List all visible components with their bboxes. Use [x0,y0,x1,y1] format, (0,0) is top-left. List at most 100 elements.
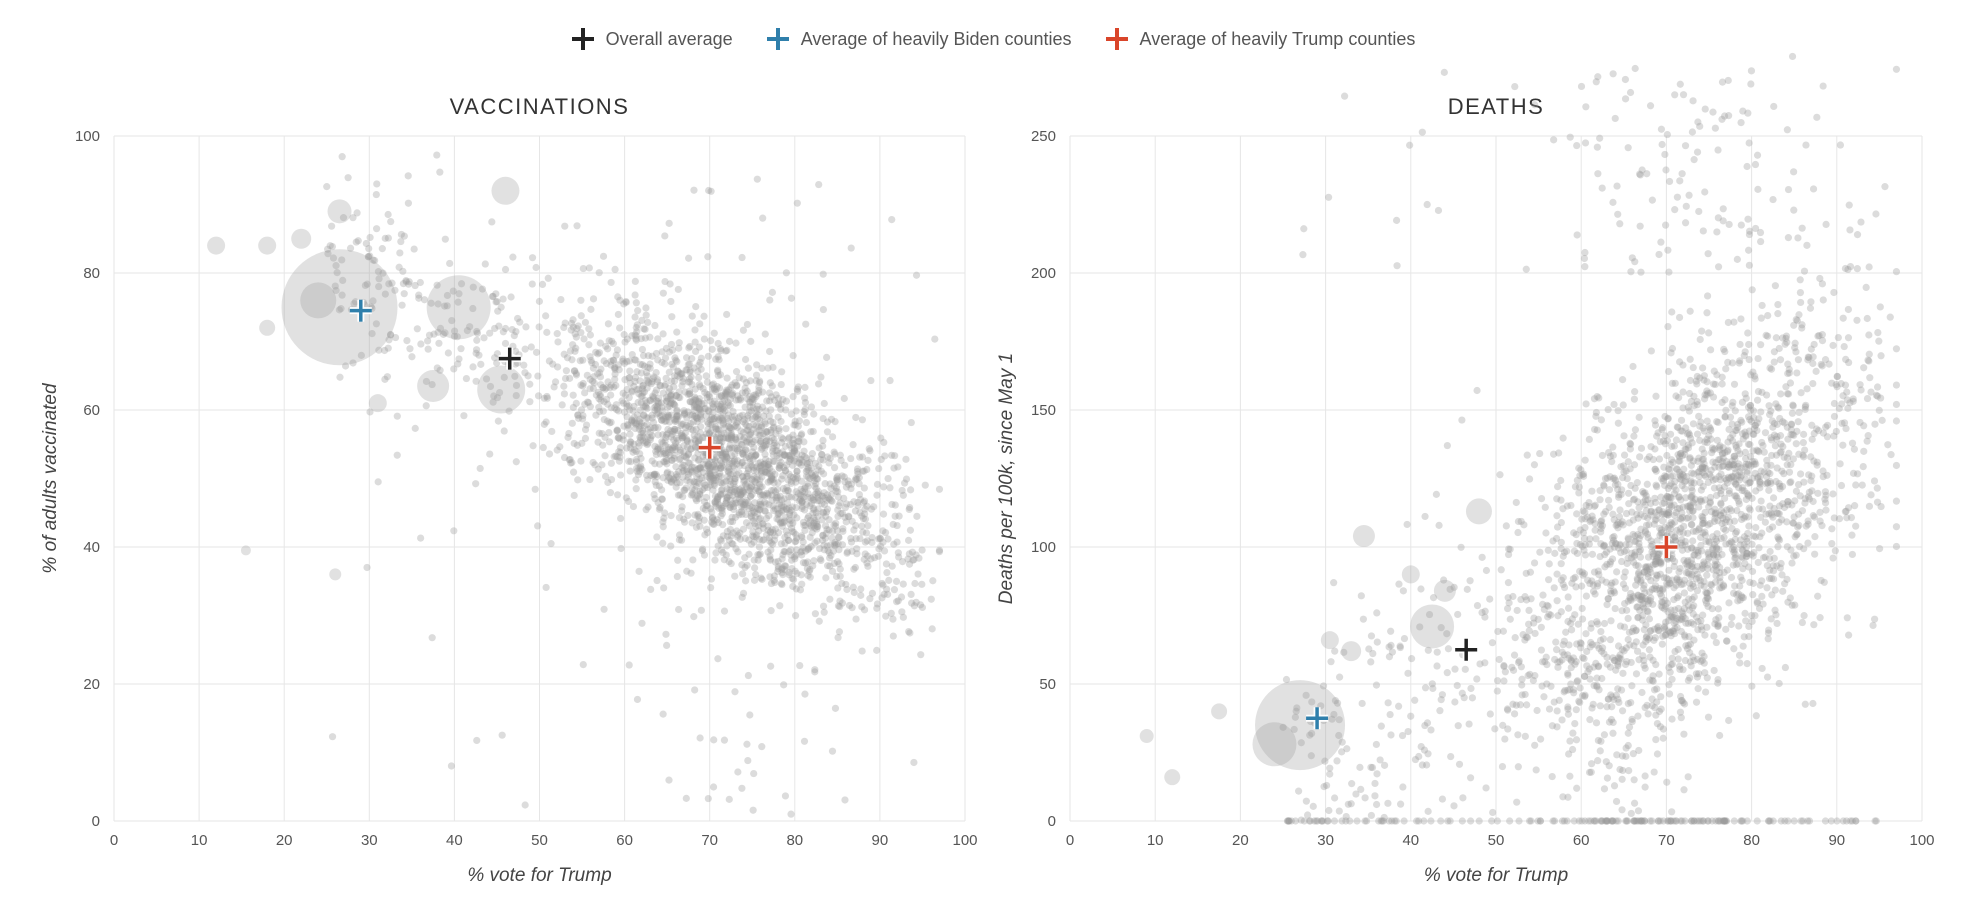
data-point [796,455,804,463]
data-point [820,470,828,478]
data-point [652,349,661,358]
data-point [719,398,727,406]
data-point [1821,495,1829,503]
data-point [417,534,425,542]
data-point [1584,576,1592,584]
data-point [1523,451,1531,459]
data-point [1572,583,1580,591]
data-point [761,459,769,467]
data-point [1553,523,1562,531]
data-point [1465,720,1473,728]
data-point [1482,784,1490,792]
data-point [1468,694,1476,702]
data-point [680,409,688,417]
data-point [706,416,714,424]
data-point [1789,519,1797,527]
data-point [834,584,842,592]
data-point [673,358,681,366]
data-point [739,326,748,334]
data-point [707,475,715,483]
county-bubble [281,249,398,366]
data-point [1687,618,1695,627]
data-point [686,398,694,406]
data-point [736,432,744,441]
data-point [1671,518,1679,526]
data-point [819,414,827,423]
data-point [745,504,753,513]
data-point [787,810,795,818]
data-point [733,470,741,479]
data-point [1632,670,1641,678]
data-point [1735,622,1743,630]
data-point [698,547,706,555]
data-point [1728,460,1736,469]
data-point [882,560,891,568]
data-point [1729,561,1737,569]
data-point [834,512,842,521]
data-point [798,533,806,542]
data-point [771,578,779,587]
data-point [686,368,694,376]
data-point [775,464,783,472]
data-point [610,383,618,391]
data-point [417,340,425,348]
data-point [636,450,644,458]
data-point [786,520,794,528]
county-bubble [258,236,277,255]
data-point [500,427,508,435]
data-point [641,325,649,333]
data-point [1701,528,1709,536]
data-point [1588,704,1596,712]
data-point [722,496,731,504]
data-point [771,505,779,513]
data-point [1819,429,1828,437]
data-point [729,529,737,537]
data-point [743,561,751,569]
data-point [825,549,833,557]
data-point [1671,206,1679,214]
data-point [890,464,898,472]
data-point [1762,331,1770,339]
data-point [762,462,770,471]
data-point [1803,385,1811,393]
data-point [830,464,839,472]
data-point [1388,817,1396,825]
data-point [836,603,844,611]
data-point [722,499,730,508]
data-point [634,398,642,407]
data-point [882,612,890,620]
data-point [425,331,434,339]
data-point [1481,613,1489,621]
data-point [689,426,697,434]
data-point [858,512,866,520]
data-point [1725,220,1733,229]
data-point [1731,480,1740,488]
data-point [772,496,781,504]
data-point [601,472,610,480]
data-point [639,403,648,411]
data-point [1666,629,1674,637]
data-point [790,457,798,465]
data-point [771,470,779,478]
data-point [385,280,393,288]
data-point [649,395,657,403]
data-point [1626,465,1634,473]
data-point [791,567,799,575]
data-point [1326,764,1334,772]
data-point [1575,483,1583,491]
data-point [632,336,640,344]
data-point [585,341,593,349]
data-point [767,426,775,434]
data-point [1521,732,1529,740]
data-point [1604,496,1613,504]
data-point [1605,718,1614,726]
data-point [734,548,742,556]
data-point [1875,337,1883,345]
data-point [497,303,505,311]
data-point [1614,695,1622,703]
data-point [1592,719,1601,727]
data-point [644,378,652,386]
data-point [723,494,731,502]
data-point [1681,633,1689,641]
data-point [834,493,842,501]
